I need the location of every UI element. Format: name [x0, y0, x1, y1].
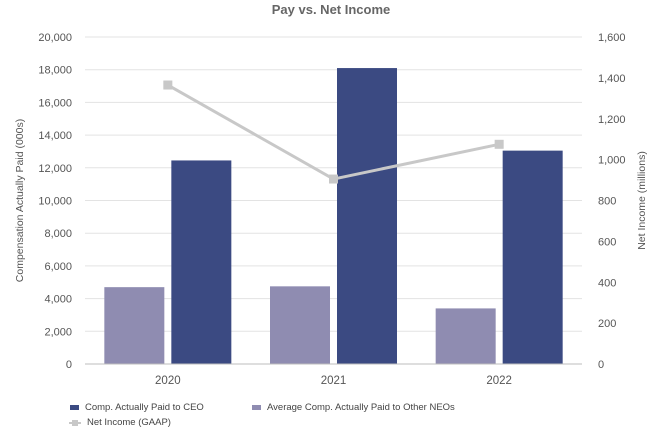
net-income-point-2020 [163, 80, 173, 90]
net-income-point-2022 [494, 139, 504, 149]
bar-neos-2021 [270, 286, 330, 364]
y-tick-label-right: 1,000 [598, 155, 626, 167]
legend-swatch-net-income [69, 419, 81, 426]
y-tick-label-left: 4,000 [44, 294, 72, 306]
y-tick-label-left: 10,000 [38, 196, 72, 208]
y-tick-label-left: 18,000 [38, 65, 72, 77]
legend-label-ceo: Comp. Actually Paid to CEO [85, 402, 204, 413]
y-tick-label-right: 600 [598, 236, 616, 248]
legend-item-neos: Average Comp. Actually Paid to Other NEO… [252, 402, 455, 413]
bar-ceo-2021 [337, 68, 397, 364]
legend-item-net-income: Net Income (GAAP) [69, 417, 171, 428]
y-tick-label-right: 0 [598, 359, 604, 371]
y-tick-label-left: 20,000 [38, 32, 72, 44]
bar-neos-2022 [435, 308, 496, 364]
y-axis-label-left: Compensation Actually Paid (000s) [14, 119, 26, 282]
x-tick-label: 2020 [155, 375, 181, 387]
y-tick-label-right: 800 [598, 196, 616, 208]
y-tick-label-left: 8,000 [44, 228, 72, 240]
y-axis-label-right: Net Income (millions) [636, 151, 648, 250]
y-tick-label-left: 14,000 [38, 130, 72, 142]
bar-neos-2020 [104, 287, 165, 364]
legend-item-ceo: Comp. Actually Paid to CEO [70, 402, 204, 413]
x-tick-label: 2022 [486, 375, 512, 387]
y-tick-label-left: 16,000 [38, 97, 72, 109]
y-tick-label-right: 200 [598, 318, 616, 330]
bar-ceo-2022 [502, 150, 563, 364]
legend-swatch-ceo [70, 405, 79, 410]
legend-label-net-income: Net Income (GAAP) [87, 417, 171, 428]
chart-title: Pay vs. Net Income [272, 2, 391, 17]
y-tick-label-left: 6,000 [44, 261, 72, 273]
y-tick-label-right: 1,200 [598, 114, 626, 126]
net-income-point-2021 [329, 174, 338, 184]
x-tick-label: 2021 [321, 375, 347, 387]
y-tick-label-left: 12,000 [38, 163, 72, 175]
bar-ceo-2020 [171, 160, 232, 364]
y-tick-label-right: 400 [598, 277, 616, 289]
y-tick-label-right: 1,400 [598, 73, 626, 85]
y-tick-label-right: 1,600 [598, 32, 626, 44]
legend-swatch-neos [252, 405, 261, 410]
y-tick-label-left: 0 [66, 359, 72, 371]
legend-label-neos: Average Comp. Actually Paid to Other NEO… [267, 402, 455, 413]
y-tick-label-left: 2,000 [44, 326, 72, 338]
